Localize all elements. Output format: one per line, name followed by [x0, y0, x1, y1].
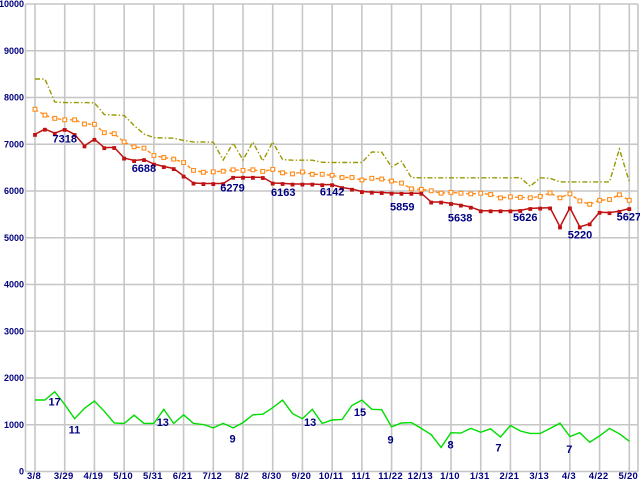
svg-text:9: 9 [230, 434, 236, 446]
svg-text:8/30: 8/30 [262, 471, 282, 480]
svg-text:5000: 5000 [4, 233, 24, 243]
svg-text:6/21: 6/21 [173, 471, 193, 480]
svg-text:1/10: 1/10 [440, 471, 460, 480]
svg-text:2/21: 2/21 [500, 471, 520, 480]
svg-text:11: 11 [69, 424, 81, 436]
svg-text:0: 0 [19, 467, 24, 477]
svg-text:5220: 5220 [568, 230, 592, 242]
svg-text:13: 13 [304, 417, 316, 429]
svg-text:9/20: 9/20 [292, 471, 312, 480]
svg-text:5/31: 5/31 [143, 471, 163, 480]
svg-text:7000: 7000 [4, 139, 24, 149]
svg-text:4/22: 4/22 [589, 471, 609, 480]
svg-text:4/3: 4/3 [562, 471, 576, 480]
svg-text:2000: 2000 [4, 373, 24, 383]
svg-text:3/8: 3/8 [27, 471, 41, 480]
svg-text:9000: 9000 [4, 46, 24, 56]
svg-text:11/22: 11/22 [378, 471, 403, 480]
svg-text:6279: 6279 [220, 182, 244, 194]
svg-text:5638: 5638 [448, 212, 472, 224]
svg-text:17: 17 [49, 397, 61, 409]
svg-text:9: 9 [388, 435, 394, 447]
svg-text:12/13: 12/13 [408, 471, 433, 480]
svg-text:8/2: 8/2 [235, 471, 249, 480]
svg-text:6688: 6688 [132, 163, 156, 175]
svg-text:6142: 6142 [320, 187, 344, 199]
svg-text:5/10: 5/10 [113, 471, 133, 480]
svg-text:5626: 5626 [513, 212, 537, 224]
svg-text:10000: 10000 [0, 0, 24, 9]
svg-text:15: 15 [354, 407, 366, 419]
svg-text:5/20: 5/20 [618, 471, 638, 480]
svg-text:8000: 8000 [4, 93, 24, 103]
svg-text:8: 8 [448, 439, 454, 451]
svg-text:6163: 6163 [271, 187, 295, 199]
svg-text:1/31: 1/31 [470, 471, 490, 480]
svg-text:3/29: 3/29 [54, 471, 74, 480]
svg-text:4000: 4000 [4, 280, 24, 290]
svg-text:7: 7 [495, 442, 501, 454]
svg-text:13: 13 [157, 417, 169, 429]
svg-text:5627: 5627 [617, 212, 640, 224]
svg-text:10/11: 10/11 [319, 471, 344, 480]
svg-text:3000: 3000 [4, 326, 24, 336]
svg-text:5859: 5859 [390, 201, 414, 213]
svg-text:3/13: 3/13 [529, 471, 549, 480]
svg-text:11/1: 11/1 [351, 471, 371, 480]
svg-text:7: 7 [566, 444, 572, 456]
svg-text:7318: 7318 [53, 133, 77, 145]
svg-text:1000: 1000 [4, 420, 24, 430]
svg-text:6000: 6000 [4, 186, 24, 196]
svg-text:7/12: 7/12 [202, 471, 222, 480]
svg-text:4/19: 4/19 [84, 471, 104, 480]
